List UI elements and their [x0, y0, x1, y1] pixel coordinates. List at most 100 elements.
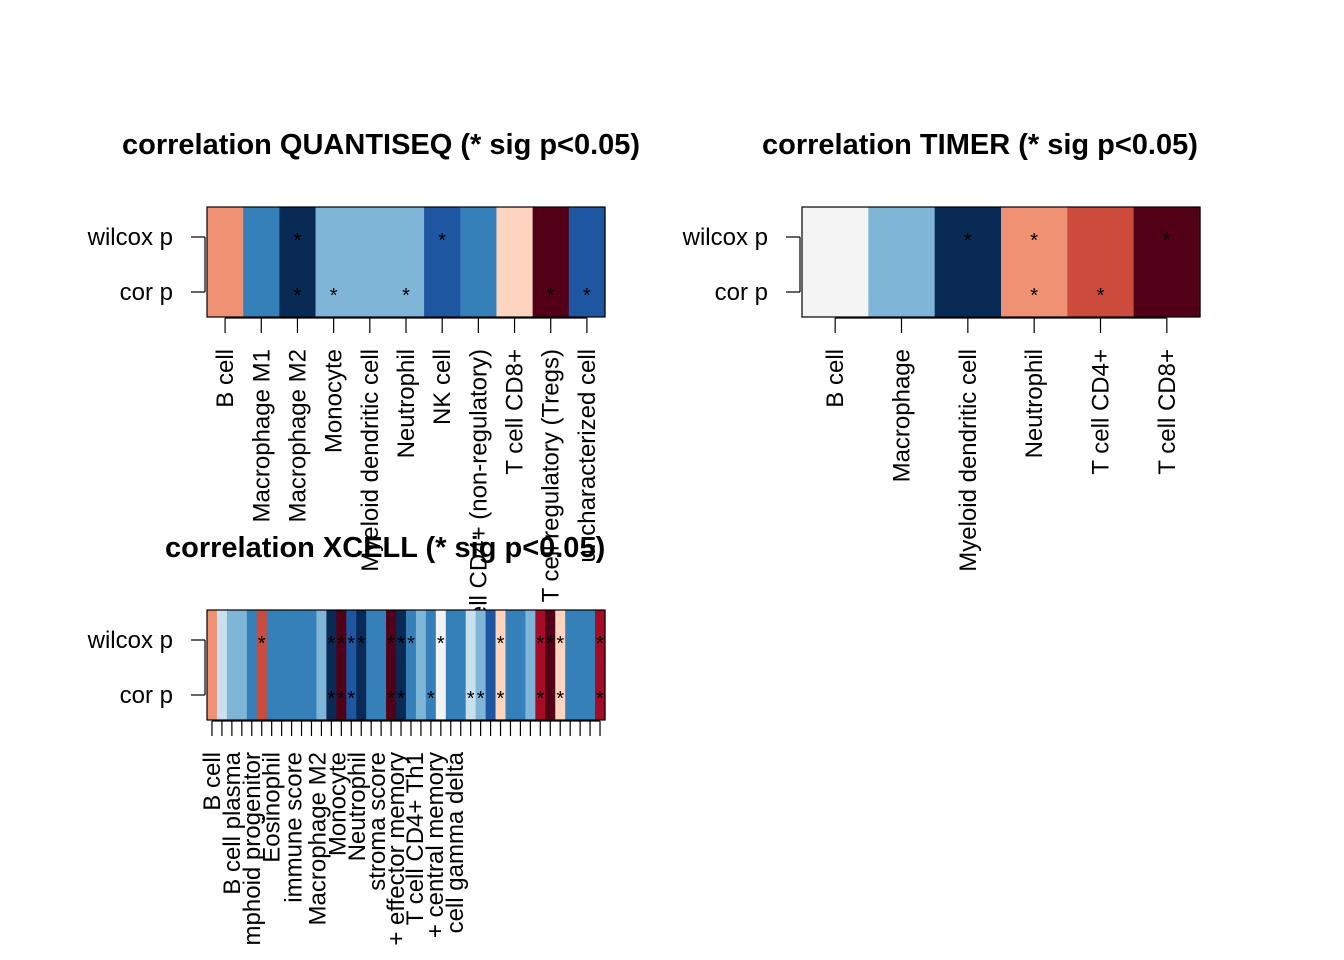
- column-label: uncharacterized cell: [574, 349, 601, 562]
- heat-cell: [475, 610, 487, 720]
- column-label: Neutrophil: [344, 752, 371, 861]
- heat-cell: [565, 610, 576, 720]
- column-label: Macrophage M2: [304, 752, 331, 925]
- sig-star: *: [387, 633, 395, 655]
- column-label: T cell CD8+: [1154, 349, 1181, 475]
- heat-cell: [465, 610, 477, 720]
- heat-cell: [435, 610, 447, 720]
- heat-cell: [366, 610, 377, 720]
- sig-star: *: [546, 633, 554, 655]
- sig-star: *: [387, 688, 395, 710]
- sig-star: *: [347, 633, 355, 655]
- heat-cell: [396, 610, 407, 720]
- plot-frame: [801, 206, 1201, 318]
- column-label: Macrophage: [889, 349, 916, 482]
- column-label: mphoid progenitor: [239, 752, 266, 945]
- heat-cell: [595, 610, 606, 720]
- sig-star: *: [397, 688, 405, 710]
- column-label: T cell CD4+: [1088, 349, 1115, 475]
- column-label: + effector memory: [383, 752, 410, 946]
- sig-star: *: [402, 285, 410, 307]
- heat-cell: [1067, 207, 1135, 317]
- column-label: Neutrophil: [1021, 349, 1048, 458]
- heat-cell: [1001, 207, 1068, 317]
- column-label: NK cell: [429, 349, 456, 425]
- sig-star: *: [477, 688, 485, 710]
- sig-star: *: [497, 633, 505, 655]
- heat-cell: [525, 610, 536, 720]
- heat-cell: [236, 610, 248, 720]
- heat-cell: [455, 610, 467, 720]
- sig-star: *: [1030, 230, 1038, 252]
- heat-cell: [286, 610, 298, 720]
- sig-star: *: [536, 688, 544, 710]
- heat-cell: [425, 610, 437, 720]
- heat-cell: [934, 207, 1002, 317]
- column-label: Eosinophil: [259, 752, 286, 863]
- heat-cell: [460, 207, 498, 317]
- column-label: + central memory: [422, 752, 449, 938]
- row-label: cor p: [120, 279, 173, 306]
- sig-star: *: [330, 285, 338, 307]
- sig-star: *: [596, 633, 604, 655]
- column-label: Myeloid dendritic cell: [955, 349, 982, 572]
- heat-cell: [207, 207, 244, 317]
- heat-cell: [316, 610, 327, 720]
- heat-cell: [336, 610, 347, 720]
- heat-cell: [246, 610, 258, 720]
- sig-star: *: [1163, 230, 1171, 252]
- quantiseq-panel: correlation QUANTISEQ (* sig p<0.05)* ** *…: [87, 129, 640, 652]
- heat-cell: [568, 207, 606, 317]
- heat-cell: [445, 610, 457, 720]
- sig-star: *: [427, 688, 435, 710]
- heat-cell: [351, 207, 389, 317]
- row-label: wilcox p: [682, 224, 768, 251]
- heat-cell: [575, 610, 586, 720]
- xcell-panel: correlation XCELL (* sig p<0.05)* * * * * * * *…: [87, 532, 606, 946]
- heat-cell: [326, 610, 337, 720]
- sig-star: *: [536, 633, 544, 655]
- column-label: B cell plasma: [219, 751, 246, 894]
- heat-cell: [306, 610, 318, 720]
- heat-cell: [356, 610, 367, 720]
- heat-cell: [386, 610, 397, 720]
- sig-star: *: [258, 633, 266, 655]
- column-label: T cell regulatory (Tregs): [538, 349, 565, 602]
- chart-title: correlation TIMER (* sig p<0.05): [762, 129, 1198, 161]
- sig-star: *: [1097, 285, 1105, 307]
- row-label: cor p: [715, 279, 768, 306]
- heat-cell: [1133, 207, 1201, 317]
- sig-star: *: [337, 633, 345, 655]
- heat-cell: [279, 207, 317, 317]
- heat-cell: [515, 610, 526, 720]
- timer-panel: correlation TIMER (* sig p<0.05) * * * * * wil…: [682, 129, 1201, 572]
- sig-star: *: [337, 688, 345, 710]
- sig-star: *: [556, 633, 564, 655]
- heat-cell: [415, 610, 427, 720]
- column-label: B cell: [822, 349, 849, 408]
- heat-cell: [216, 610, 228, 720]
- column-label: B cell: [199, 752, 226, 811]
- sig-star: *: [497, 688, 505, 710]
- column-label: Myeloid dendritic cell: [357, 349, 384, 572]
- heat-cell: [802, 207, 869, 317]
- heat-cell: [243, 207, 280, 317]
- sig-star: *: [964, 230, 972, 252]
- sig-star: *: [556, 688, 564, 710]
- column-label: Monocyte: [324, 752, 351, 856]
- heat-cell: [266, 610, 278, 720]
- sig-star: *: [407, 633, 415, 655]
- heat-cell: [296, 610, 308, 720]
- sig-star: *: [357, 633, 365, 655]
- sig-star: *: [397, 633, 405, 655]
- sig-star: *: [596, 688, 604, 710]
- plot-frame: [206, 206, 606, 318]
- chart-title: correlation QUANTISEQ (* sig p<0.05): [122, 129, 640, 161]
- column-label: Macrophage M2: [284, 349, 311, 522]
- column-label: Macrophage M1: [248, 349, 275, 522]
- chart-title: correlation XCELL (* sig p<0.05): [165, 532, 605, 564]
- heat-cell: [256, 610, 268, 720]
- sig-star: *: [583, 285, 591, 307]
- heat-cell: [505, 610, 517, 720]
